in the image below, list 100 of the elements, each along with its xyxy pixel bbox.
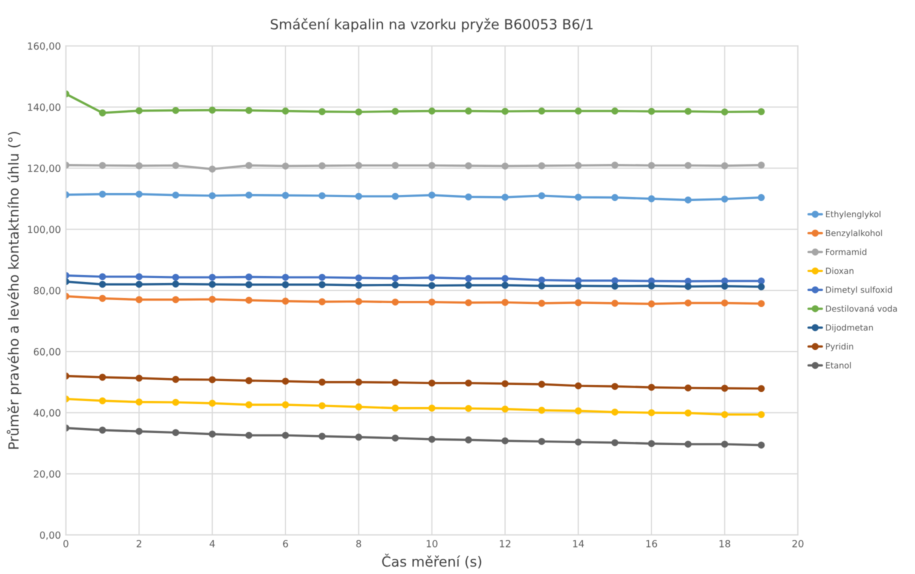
point [245, 401, 252, 408]
point [611, 282, 618, 290]
point [282, 108, 289, 114]
point [648, 195, 655, 202]
point [758, 283, 765, 290]
chart-title: Smáčení kapalin na vzorku pryže B60053 B6/1 [270, 18, 593, 32]
point [758, 108, 765, 116]
point [684, 196, 692, 204]
point [574, 162, 582, 169]
point [721, 108, 728, 116]
point [136, 273, 143, 280]
point [502, 275, 509, 282]
point [648, 108, 655, 115]
y-tick-label: 20,00 [34, 470, 60, 479]
point [318, 108, 326, 116]
point [465, 275, 472, 282]
point [502, 108, 509, 115]
point [502, 194, 509, 201]
point [465, 436, 472, 444]
point [538, 192, 546, 200]
point [172, 398, 180, 406]
point [684, 283, 692, 290]
point [172, 274, 180, 281]
point [318, 162, 326, 170]
point [428, 404, 436, 412]
point [99, 426, 106, 434]
point [574, 299, 582, 306]
legend-label: Ethylenglykol [826, 210, 880, 219]
x-tick-label: 20 [792, 540, 804, 548]
x-axis-title: Čas měření (s) [382, 554, 482, 568]
point [758, 162, 765, 169]
point [538, 300, 546, 307]
point [172, 376, 180, 383]
point [611, 162, 618, 169]
point [428, 162, 436, 169]
point [538, 380, 546, 388]
point [245, 432, 252, 439]
point [721, 282, 728, 290]
point [758, 411, 765, 418]
point [721, 411, 728, 418]
point [574, 194, 582, 201]
point [465, 162, 472, 170]
point [721, 162, 728, 170]
point [538, 406, 546, 414]
point [282, 401, 289, 408]
point [245, 377, 252, 384]
point [355, 282, 362, 289]
point [611, 194, 618, 201]
point [318, 192, 326, 200]
point [684, 384, 692, 392]
y-tick-label: 100,00 [28, 226, 60, 234]
point [684, 410, 692, 416]
point [99, 273, 106, 280]
legend-label: Destilovaná voda [826, 304, 897, 312]
point [208, 280, 216, 288]
point [611, 382, 618, 390]
point [648, 300, 655, 308]
point [392, 274, 399, 282]
point [502, 406, 509, 413]
point [428, 298, 436, 306]
point [538, 438, 546, 445]
point [172, 280, 180, 288]
point [648, 440, 655, 448]
point [758, 194, 765, 201]
point [208, 166, 216, 173]
point [355, 274, 362, 282]
y-tick-label: 80,00 [34, 286, 60, 296]
point [428, 108, 436, 114]
point [502, 298, 509, 306]
point [208, 400, 216, 407]
point [758, 300, 765, 308]
y-tick-label: 40,00 [34, 409, 60, 418]
point [99, 374, 106, 381]
legend-label: Etanol [826, 362, 851, 368]
point [136, 190, 143, 198]
y-tick-label: 0,00 [40, 531, 60, 540]
point [648, 384, 655, 391]
y-tick-label: 120,00 [28, 164, 60, 174]
point [282, 281, 289, 288]
point [465, 193, 472, 200]
point [574, 108, 582, 114]
point [208, 430, 216, 438]
point [208, 192, 216, 200]
point [428, 192, 436, 199]
legend-label: Benzylalkohol [826, 230, 882, 238]
point [136, 162, 143, 170]
point [355, 192, 362, 200]
point [392, 281, 399, 288]
point [172, 192, 180, 199]
point [208, 296, 216, 303]
x-tick-label: 12 [500, 540, 510, 548]
x-tick-label: 6 [283, 540, 288, 548]
x-tick-label: 2 [136, 540, 142, 548]
y-tick-label: 60,00 [34, 348, 60, 356]
point [538, 108, 546, 114]
point [611, 300, 618, 307]
point [99, 280, 106, 288]
point [172, 106, 180, 114]
point [282, 192, 289, 199]
point [502, 380, 509, 388]
